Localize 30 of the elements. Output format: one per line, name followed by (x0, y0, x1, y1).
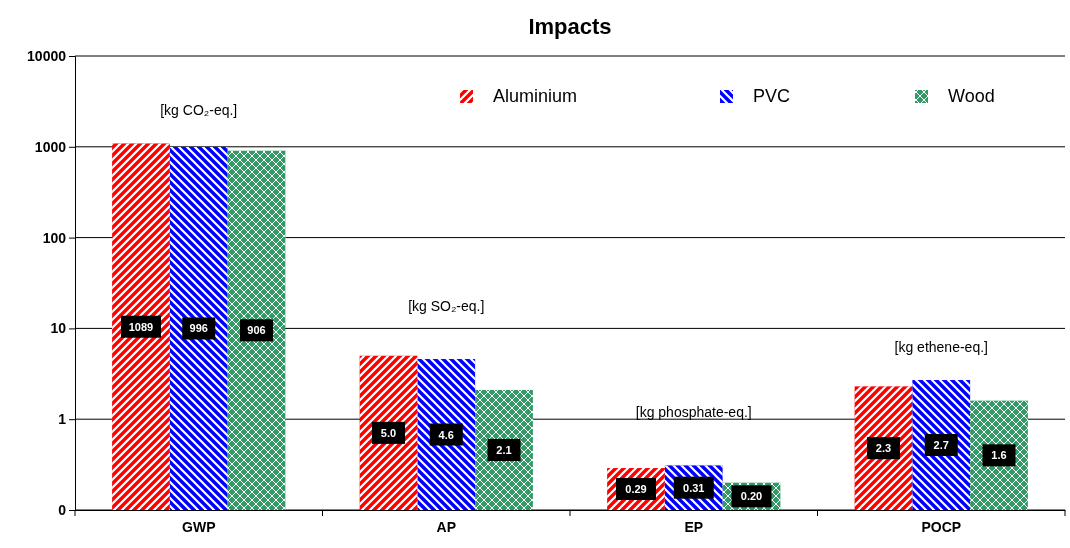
y-tick-label: 1000 (34, 138, 67, 155)
data-label: 0.29 (625, 483, 647, 496)
annotation: [kg ethene-eq.] (894, 339, 988, 356)
y-tick-label: 0 (58, 501, 67, 518)
data-label: 2.1 (496, 443, 512, 456)
data-label: 996 (189, 322, 208, 335)
annotation: [kg CO₂-eq.] (160, 102, 238, 119)
legend-label: Aluminium (493, 86, 578, 106)
annotation: [kg phosphate-eq.] (635, 404, 752, 421)
data-label: 0.20 (740, 490, 763, 503)
data-label: 0.31 (683, 481, 705, 494)
data-label: 2.7 (933, 439, 949, 452)
legend-label: PVC (753, 86, 791, 106)
chart-title: Impacts (528, 14, 612, 39)
x-tick-label: POCP (921, 518, 962, 535)
y-tick-label: 10000 (27, 47, 67, 64)
data-label: 1089 (128, 320, 154, 333)
x-tick-label: AP (436, 518, 456, 535)
y-tick-label: 1 (58, 411, 67, 428)
data-label: 2.3 (875, 442, 892, 455)
data-label: 1.6 (991, 449, 1007, 462)
annotation: [kg SO₂-eq.] (408, 297, 485, 314)
data-label: 4.6 (438, 428, 454, 441)
data-label: 5.0 (380, 426, 397, 439)
x-tick-label: GWP (182, 518, 216, 535)
y-tick-label: 10 (50, 320, 67, 337)
x-tick-label: EP (684, 518, 704, 535)
data-label: 906 (247, 324, 266, 337)
y-tick-label: 100 (42, 229, 67, 246)
legend-label: Wood (948, 86, 995, 106)
